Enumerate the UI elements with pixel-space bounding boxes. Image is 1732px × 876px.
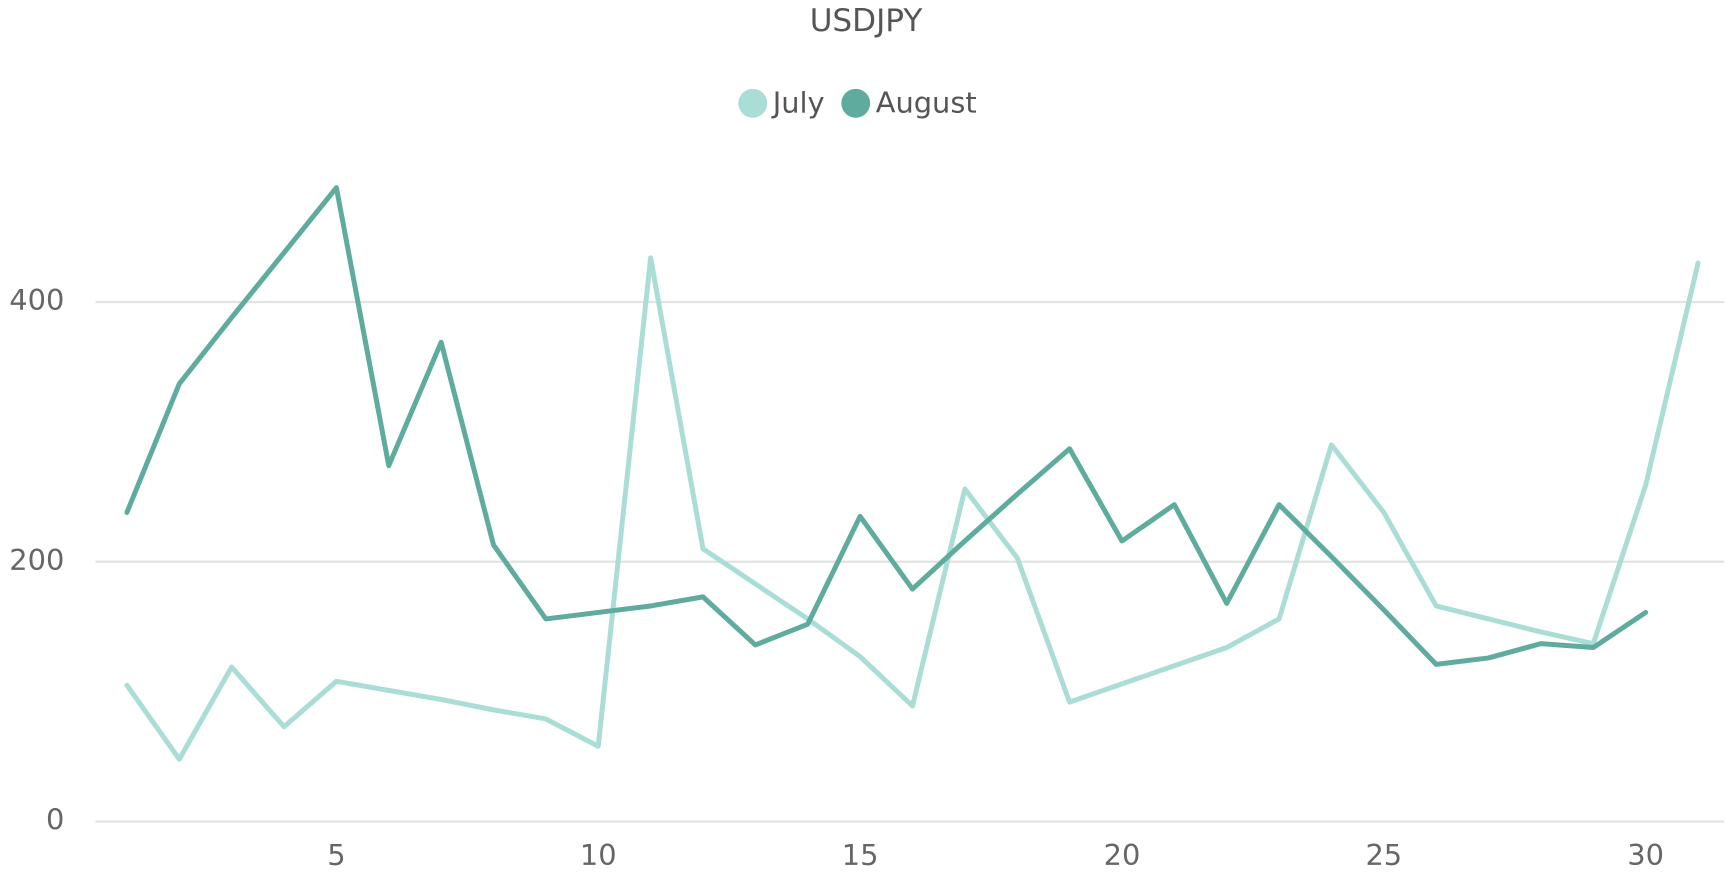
legend-marker	[841, 88, 871, 118]
x-tick-label: 20	[1104, 838, 1141, 872]
x-tick-label: 5	[327, 838, 345, 872]
x-tick-label: 10	[580, 838, 617, 872]
chart-title: USDJPY	[810, 3, 924, 39]
series-line	[124, 185, 1649, 667]
legend-label: July	[771, 85, 825, 119]
legend-label: August	[876, 85, 977, 119]
y-tick-label: 400	[9, 283, 64, 317]
legend-marker	[738, 88, 768, 118]
x-tick-label: 30	[1627, 838, 1664, 872]
x-tick-label: 25	[1365, 838, 1402, 872]
series-line	[124, 255, 1701, 762]
x-tick-label: 15	[842, 838, 879, 872]
y-tick-label: 200	[9, 543, 64, 577]
y-tick-label: 0	[46, 803, 64, 837]
